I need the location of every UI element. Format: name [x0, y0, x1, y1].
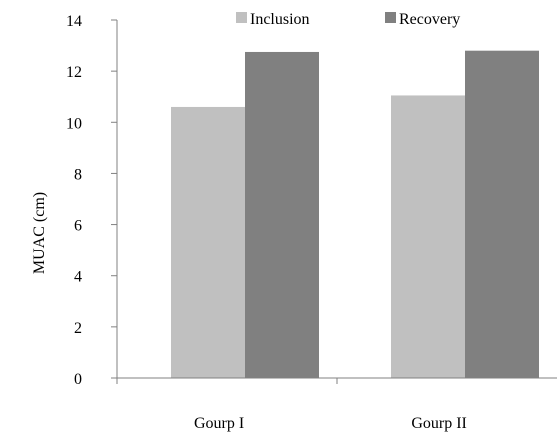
y-tick-label: 6 [74, 218, 82, 235]
bar-inclusion-1 [171, 106, 245, 378]
legend-swatch-recovery [385, 12, 396, 23]
y-axis-label: MUAC (cm) [31, 192, 48, 274]
legend-label-recovery: Recovery [399, 11, 460, 28]
y-tick-label: 12 [66, 64, 82, 81]
legend-swatch-inclusion [236, 12, 247, 23]
y-tick-label: 4 [74, 269, 82, 286]
bar-recovery-1 [245, 51, 319, 378]
y-tick-label: 14 [66, 13, 82, 30]
bar-recovery-2 [465, 50, 539, 378]
y-tick-label: 2 [74, 320, 82, 337]
bar-inclusion-2 [391, 95, 465, 378]
y-tick-label: 10 [66, 115, 82, 132]
legend-label-inclusion: Inclusion [250, 11, 310, 28]
y-tick-label: 0 [74, 371, 82, 388]
y-tick-label: 8 [74, 166, 82, 183]
x-category-label: Gourp II [411, 415, 467, 432]
x-category-label: Gourp I [194, 415, 244, 432]
